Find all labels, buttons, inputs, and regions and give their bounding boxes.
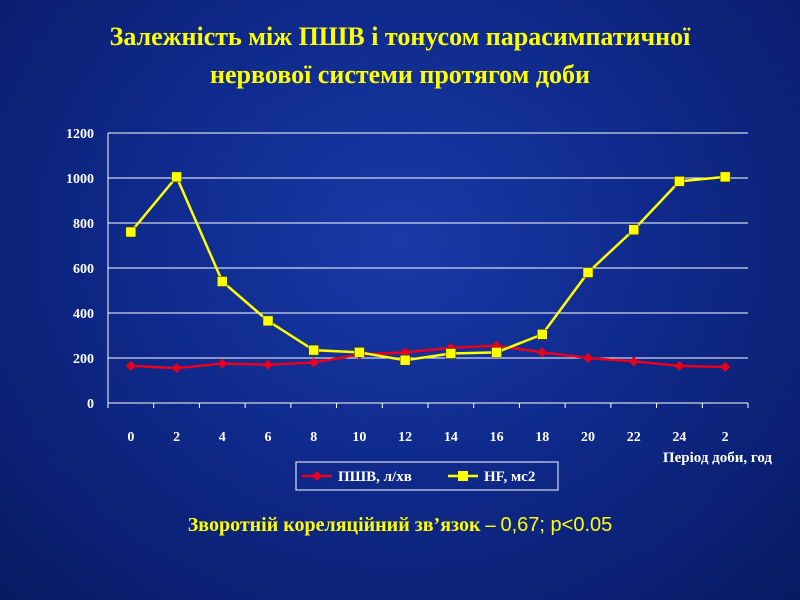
x-tick-label: 4 xyxy=(219,430,226,445)
legend-marker xyxy=(312,471,322,481)
x-tick-label: 22 xyxy=(627,430,641,445)
title-line-2: нервової системи протягом доби xyxy=(210,60,590,89)
x-tick-label: 8 xyxy=(310,430,317,445)
series-line-2 xyxy=(129,174,726,362)
data-point-hf xyxy=(354,347,365,358)
x-tick-label: 2 xyxy=(173,430,180,445)
data-point-pshv xyxy=(583,353,593,363)
legend-marker xyxy=(458,471,468,481)
x-tick-label: 16 xyxy=(490,430,504,445)
data-point-hf xyxy=(582,267,594,278)
x-tick-label: 24 xyxy=(672,430,686,445)
data-point-pshv xyxy=(628,356,639,367)
data-point-pshv xyxy=(400,347,411,358)
x-tick-label: 0 xyxy=(127,430,134,445)
data-point-pshv xyxy=(308,357,319,368)
y-tick-label: 600 xyxy=(73,262,94,277)
data-point-pshv xyxy=(537,347,548,358)
correlation-note: Зворотній кореляційний зв’язок – 0,67; p… xyxy=(0,514,800,537)
x-tick-label: 2 xyxy=(722,430,729,445)
data-point-pshv xyxy=(125,360,136,371)
data-point-hf xyxy=(628,224,639,235)
data-point-hf xyxy=(445,348,457,359)
series-line-1 xyxy=(130,344,726,370)
x-axis-label: Період доби, год xyxy=(663,450,772,466)
x-tick-label: 18 xyxy=(535,430,549,445)
y-tick-label: 800 xyxy=(73,217,94,232)
data-point-hf xyxy=(217,276,228,287)
correlation-label: Зворотній кореляційний зв’язок – xyxy=(187,514,501,536)
x-tick-label: 6 xyxy=(265,430,272,445)
y-tick-label: 0 xyxy=(87,397,94,412)
data-point-pshv xyxy=(720,362,731,372)
page-title: Залежність між ПШВ і тонусом парасимпати… xyxy=(0,18,800,94)
y-tick-label: 1000 xyxy=(66,172,94,187)
data-point-hf xyxy=(719,171,731,183)
data-point-pshv xyxy=(217,358,228,369)
x-tick-label: 10 xyxy=(352,430,366,445)
correlation-stats: 0,67; p<0.05 xyxy=(500,514,613,536)
x-tick-label: 12 xyxy=(398,430,412,445)
data-point-hf xyxy=(399,355,411,366)
legend-box xyxy=(295,461,559,491)
x-tick-label: 14 xyxy=(444,430,458,445)
data-point-pshv xyxy=(674,360,685,371)
data-point-hf xyxy=(125,226,137,238)
y-tick-label: 1200 xyxy=(66,127,94,142)
y-tick-label: 400 xyxy=(73,307,94,322)
data-point-hf xyxy=(308,344,319,356)
y-tick-label: 200 xyxy=(73,352,94,367)
x-tick-label: 20 xyxy=(581,430,595,445)
data-point-hf xyxy=(537,329,548,340)
title-line-1: Залежність між ПШВ і тонусом парасимпати… xyxy=(109,22,691,51)
data-point-pshv xyxy=(171,363,182,374)
data-point-hf xyxy=(491,347,502,358)
legend-label-1: ПШВ, л/хв xyxy=(338,469,412,485)
data-point-pshv xyxy=(263,359,273,370)
data-point-hf xyxy=(262,315,274,327)
legend-label-2: HF, мс2 xyxy=(484,469,535,485)
data-point-hf xyxy=(674,176,685,187)
data-point-hf xyxy=(171,171,182,183)
